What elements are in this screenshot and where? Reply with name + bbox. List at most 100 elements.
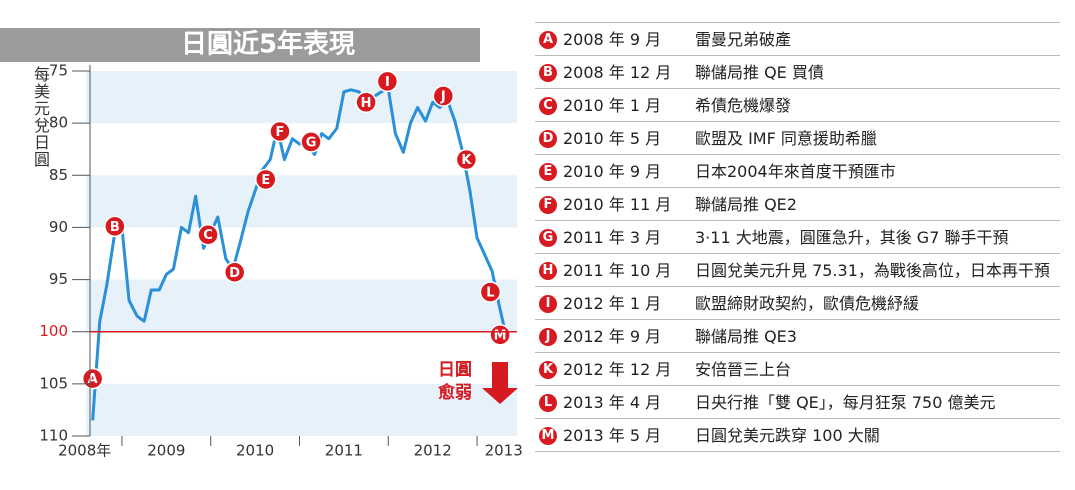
event-row: A 2008 年 9 月 雷曼兄弟破產 xyxy=(535,22,1060,56)
x-tick-label: 2010 xyxy=(236,442,274,460)
event-text: 日圓兌美元升見 75.31，為戰後高位，日本再干預 xyxy=(695,261,1050,280)
event-date: 2008 年 12 月 xyxy=(563,63,672,82)
plot: A B C D E F G HI J K L M xyxy=(81,70,511,421)
event-row: E 2010 年 9 月 日本2004年來首度干預匯市 xyxy=(535,155,1060,188)
event-marker-letter: H xyxy=(361,96,372,111)
event-date: 2012 年 9 月 xyxy=(563,327,662,346)
title-banner xyxy=(0,28,480,62)
chart-title: 日圓近5年表現 xyxy=(181,29,355,60)
event-text: 聯儲局推 QE 買債 xyxy=(695,63,824,82)
event-date: 2012 年 1 月 xyxy=(563,294,662,313)
event-text: 安倍晉三上台 xyxy=(695,360,792,379)
event-letter: E xyxy=(539,163,557,181)
y-tick-label: 80 xyxy=(49,114,68,132)
y-tick-label: 105 xyxy=(39,374,68,392)
bands xyxy=(86,71,517,436)
event-date: 2010 年 11 月 xyxy=(563,195,672,214)
line-series xyxy=(91,87,508,421)
band xyxy=(86,175,517,228)
event-letter: M xyxy=(539,427,557,445)
event-letter: F xyxy=(539,196,557,214)
band xyxy=(86,383,517,436)
event-date: 2011 年 3 月 xyxy=(563,228,662,247)
events-table: A 2008 年 9 月 雷曼兄弟破產 B 2008 年 12 月 聯儲局推 QE 買債 C… xyxy=(535,22,1060,452)
event-marker xyxy=(104,215,126,238)
event-marker-letter: I xyxy=(385,75,390,90)
x-tick-label: 2008年 xyxy=(58,442,111,460)
annotation: 日圓 xyxy=(438,360,472,380)
x-tick-label: 2009 xyxy=(147,442,185,460)
event-text: 日圓兌美元跌穿 100 大關 xyxy=(695,426,880,445)
event-text: 歐盟締財政契約，歐債危機紓緩 xyxy=(695,294,920,313)
event-letter: I xyxy=(539,295,557,313)
event-letter: D xyxy=(539,130,557,148)
event-date: 2013 年 4 月 xyxy=(563,393,662,412)
event-row: L 2013 年 4 月 日央行推「雙 QE」，每月狂泵 750 億美元 xyxy=(535,386,1060,419)
event-text: 日央行推「雙 QE」，每月狂泵 750 億美元 xyxy=(695,393,996,412)
event-marker xyxy=(269,120,291,143)
x-tick-label: 2012 xyxy=(414,442,452,460)
x-tick-label: 2013 xyxy=(485,442,523,460)
event-marker-letter: J xyxy=(440,90,446,105)
event-date: 2010 年 9 月 xyxy=(563,162,662,181)
event-letter: G xyxy=(539,229,557,247)
event-date: 2013 年 5 月 xyxy=(563,426,662,445)
event-row: J 2012 年 9 月 聯儲局推 QE3 xyxy=(535,320,1060,353)
event-date: 2010 年 5 月 xyxy=(563,129,662,148)
event-marker-letter: B xyxy=(110,220,120,235)
event-text: 聯儲局推 QE2 xyxy=(695,195,797,214)
event-row: H 2011 年 10 月 日圓兌美元升見 75.31，為戰後高位，日本再干預 xyxy=(535,254,1060,287)
event-marker xyxy=(355,91,377,114)
y-tick-label: 110 xyxy=(39,427,68,445)
event-marker-letter: E xyxy=(261,173,270,188)
event-marker xyxy=(255,168,277,191)
event-text: 日本2004年來首度干預匯市 xyxy=(695,162,896,181)
x-tick-label: 2011 xyxy=(325,442,363,460)
event-row: I 2012 年 1 月 歐盟締財政契約，歐債危機紓緩 xyxy=(535,287,1060,320)
event-marker-letter: A xyxy=(88,372,98,387)
event-marker xyxy=(479,281,502,303)
event-letter: A xyxy=(539,31,557,49)
event-marker xyxy=(197,223,219,246)
annotation: 愈弱 xyxy=(438,382,472,403)
event-row: F 2010 年 11 月 聯儲局推 QE2 xyxy=(535,188,1060,221)
event-text: 歐盟及 IMF 同意援助希臘 xyxy=(695,129,877,148)
event-marker xyxy=(376,70,399,93)
y-tick-label: 95 xyxy=(49,270,68,288)
event-date: 2011 年 10 月 xyxy=(563,261,672,280)
event-row: D 2010 年 5 月 歐盟及 IMF 同意援助希臘 xyxy=(535,122,1060,155)
event-letter: C xyxy=(539,97,557,115)
event-marker xyxy=(489,324,511,346)
event-text: 希債危機爆發 xyxy=(695,96,792,115)
event-marker-letter: F xyxy=(276,125,285,140)
chart: 日圓近5年表現 A B C D E F G HI J K L M 75 80 85 90 95 100 105 11… xyxy=(0,28,523,460)
event-marker-letter: C xyxy=(203,228,213,243)
event-marker-letter: M xyxy=(494,328,507,343)
event-row: M 2013 年 5 月 日圓兌美元跌穿 100 大關 xyxy=(535,419,1060,452)
event-letter: H xyxy=(539,262,557,280)
event-marker xyxy=(455,148,478,171)
event-marker-letter: L xyxy=(486,286,494,301)
y-tick-label: 90 xyxy=(49,218,68,236)
event-marker-letter: K xyxy=(461,153,472,168)
event-letter: L xyxy=(539,394,557,412)
y-tick-label: 85 xyxy=(49,166,68,184)
event-marker-letter: D xyxy=(229,266,240,281)
event-text: 雷曼兄弟破產 xyxy=(695,30,792,49)
event-marker xyxy=(223,261,246,284)
event-date: 2012 年 12 月 xyxy=(563,360,672,379)
event-text: 3·11 大地震，圓匯急升，其後 G7 聯手干預 xyxy=(695,228,1009,247)
event-letter: K xyxy=(539,361,557,379)
event-row: K 2012 年 12 月 安倍晉三上台 xyxy=(535,353,1060,386)
event-marker-letter: G xyxy=(306,135,317,150)
event-row: G 2011 年 3 月 3·11 大地震，圓匯急升，其後 G7 聯手干預 xyxy=(535,221,1060,254)
event-letter: B xyxy=(539,64,557,82)
event-text: 聯儲局推 QE3 xyxy=(695,327,797,346)
y-tick-label: 100 xyxy=(39,322,68,340)
event-marker xyxy=(432,85,455,107)
y-tick-label: 75 xyxy=(49,62,68,80)
event-letter: J xyxy=(539,328,557,346)
event-row: C 2010 年 1 月 希債危機爆發 xyxy=(535,89,1060,122)
event-date: 2010 年 1 月 xyxy=(563,96,662,115)
